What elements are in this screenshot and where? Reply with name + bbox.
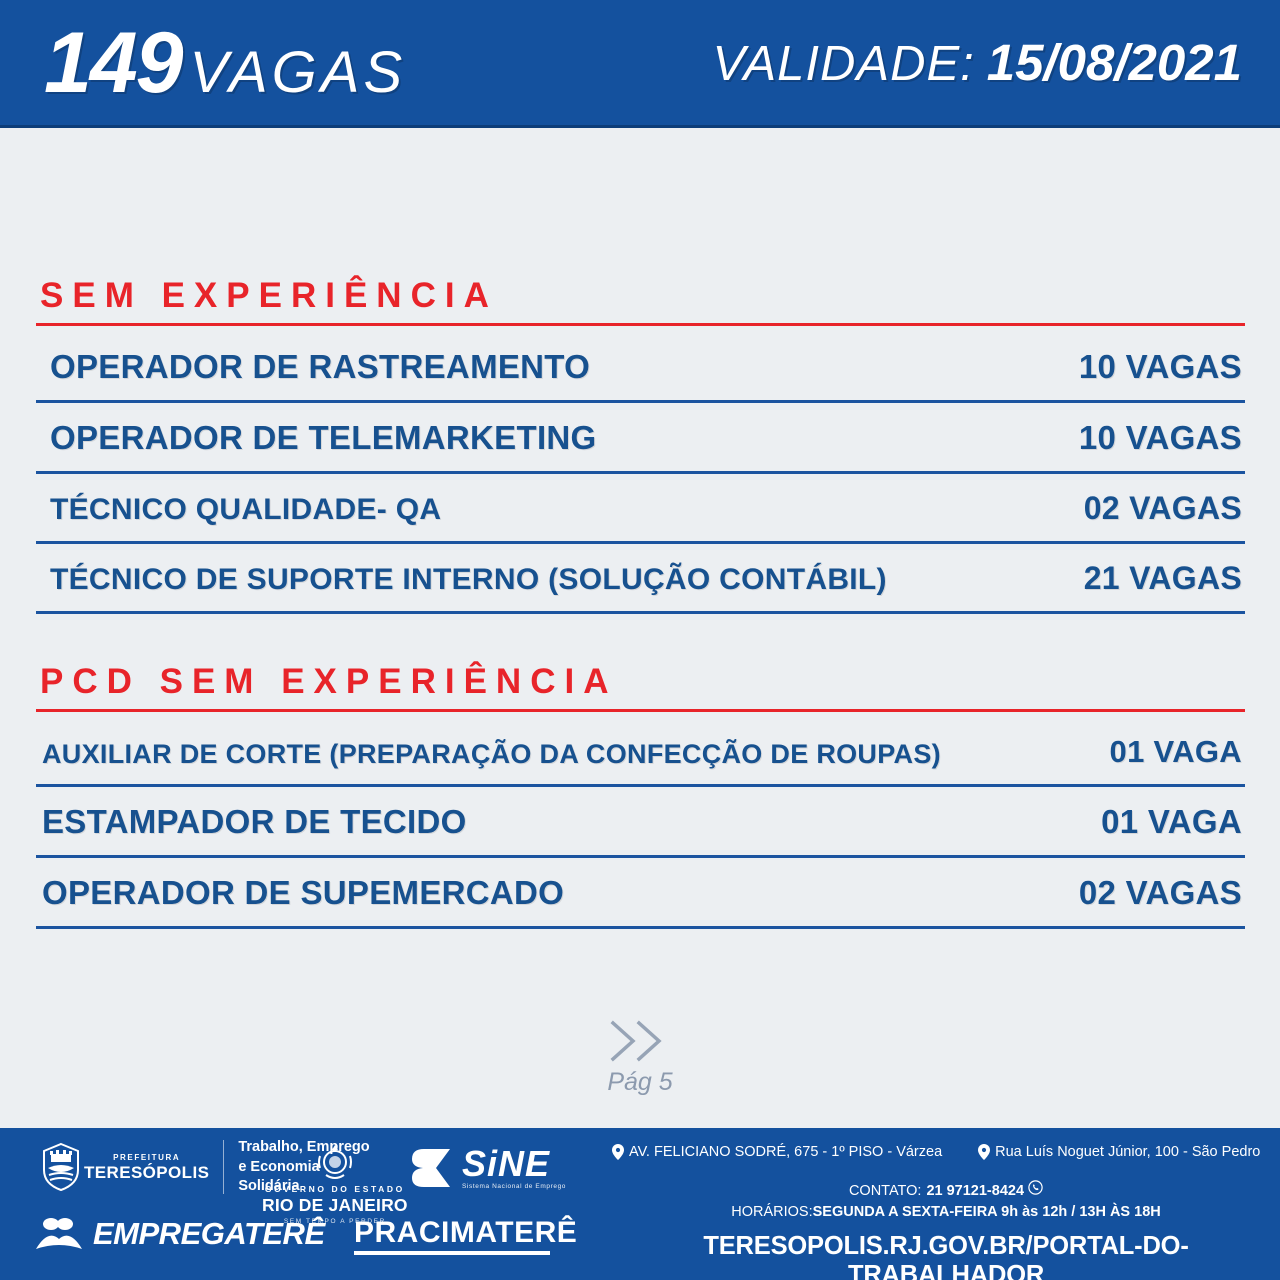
job-title: ESTAMPADOR DE TECIDO — [42, 803, 467, 840]
job-vacancies: 01 VAGA — [1109, 734, 1242, 769]
brasao-rio-de-janeiro-icon — [316, 1142, 354, 1182]
job-title: TÉCNICO DE SUPORTE INTERNO (SOLUÇÃO CONT… — [50, 563, 887, 596]
whatsapp-icon — [1028, 1180, 1043, 1195]
job-title: OPERADOR DE RASTREAMENTO — [50, 348, 591, 385]
table-row: OPERADOR DE TELEMARKETING 10 VAGAS — [36, 419, 1244, 457]
location-pin-icon — [978, 1144, 991, 1160]
header-validity: VALIDADE: 15/08/2021 — [712, 33, 1242, 92]
hours-line: HORÁRIOS:SEGUNDA A SEXTA-FEIRA 9h às 12h… — [612, 1204, 1280, 1220]
job-title: OPERADOR DE TELEMARKETING — [50, 419, 597, 456]
contact-label: CONTATO: — [848, 1183, 922, 1199]
address-text: AV. FELICIANO SODRÉ, 675 - 1º PISO - Vár… — [629, 1144, 943, 1160]
job-title: AUXILIAR DE CORTE (PREPARAÇÃO DA CONFECÇ… — [42, 739, 941, 769]
pracimatere-label: PRACIMATERÊ — [354, 1216, 578, 1249]
page-label: Pág 5 — [607, 1068, 673, 1096]
sine-name-label: SiNE — [462, 1143, 551, 1184]
sine-mark-icon — [410, 1146, 456, 1190]
hours-label: HORÁRIOS: — [731, 1204, 813, 1220]
job-vacancies: 21 VAGAS — [1083, 560, 1242, 596]
job-title: OPERADOR DE SUPEMERCADO — [42, 874, 565, 911]
prefeitura-label: PREFEITURA — [113, 1152, 181, 1162]
section-divider — [36, 323, 1245, 326]
job-title: TÉCNICO QUALIDADE- QA — [50, 493, 442, 526]
empregatere-people-icon — [34, 1217, 84, 1251]
contact-line: CONTATO: 21 97121-8424 — [612, 1180, 1280, 1202]
pracimatere-logo: PRACIMATERÊ — [354, 1216, 577, 1255]
vacancy-count: 149 — [44, 14, 183, 111]
table-row: ESTAMPADOR DE TECIDO 01 VAGA — [36, 803, 1244, 841]
row-divider — [36, 784, 1245, 787]
row-divider — [36, 855, 1245, 858]
row-divider — [36, 541, 1245, 544]
section-divider — [36, 709, 1245, 712]
contact-number: 21 97121-8424 — [926, 1183, 1025, 1199]
table-row: OPERADOR DE SUPEMERCADO 02 VAGAS — [36, 874, 1244, 912]
location-pin-icon — [612, 1144, 624, 1160]
job-vacancies: 02 VAGAS — [1078, 874, 1242, 911]
table-row: OPERADOR DE RASTREAMENTO 10 VAGAS — [36, 348, 1244, 386]
vacancy-listing: SEM EXPERIÊNCIA OPERADOR DE RASTREAMENTO… — [0, 128, 1280, 1128]
page-indicator: Pág 5 — [0, 1018, 1280, 1097]
table-row: TÉCNICO DE SUPORTE INTERNO (SOLUÇÃO CONT… — [36, 560, 1244, 597]
vacancy-count-label: VAGAS — [189, 39, 407, 105]
job-vacancies: 10 VAGAS — [1078, 419, 1242, 456]
section-title: SEM EXPERIÊNCIA — [40, 276, 498, 315]
rj-gov-label: GOVERNO DO ESTADO — [264, 1184, 405, 1194]
empregatere-logo: EMPREGATERÊ — [34, 1216, 594, 1252]
row-divider — [36, 400, 1245, 403]
address-item: Rua Luís Noguet Júnior, 100 - São Pedro — [978, 1144, 1260, 1160]
sine-wordmark: SiNE Sistema Nacional de Emprego — [462, 1146, 566, 1191]
address-text: Rua Luís Noguet Júnior, 100 - São Pedro — [995, 1144, 1261, 1160]
row-divider — [36, 471, 1245, 474]
pracimatere-underline — [354, 1251, 550, 1255]
section-pcd-sem-experiencia: PCD SEM EXPERIÊNCIA AUXILIAR DE CORTE (P… — [36, 662, 1245, 929]
footer-contact-info: AV. FELICIANO SODRÉ, 675 - 1º PISO - Vár… — [612, 1128, 1280, 1280]
page-footer: PREFEITURA TERESÓPOLIS Trabalho, Emprego… — [0, 1128, 1280, 1280]
teresopolis-label: TERESÓPOLIS — [84, 1162, 210, 1182]
empregatere-label: EMPREGATERÊ — [93, 1216, 325, 1251]
sine-subtitle-label: Sistema Nacional de Emprego — [462, 1183, 566, 1190]
double-chevron-right-icon — [605, 1018, 675, 1064]
job-vacancies: 02 VAGAS — [1083, 490, 1242, 526]
section-sem-experiencia: SEM EXPERIÊNCIA OPERADOR DE RASTREAMENTO… — [36, 276, 1245, 614]
table-row: TÉCNICO QUALIDADE- QA 02 VAGAS — [36, 490, 1244, 527]
row-divider — [36, 926, 1245, 929]
table-row: AUXILIAR DE CORTE (PREPARAÇÃO DA CONFECÇ… — [36, 734, 1244, 770]
hours-value: SEGUNDA A SEXTA-FEIRA 9h às 12h / 13H ÀS… — [812, 1204, 1161, 1220]
header-vacancy-total: 149 VAGAS — [44, 20, 406, 106]
section-title: PCD SEM EXPERIÊNCIA — [40, 662, 618, 701]
prefeitura-wordmark: PREFEITURA TERESÓPOLIS — [84, 1152, 210, 1182]
sine-logo: SiNE Sistema Nacional de Emprego — [410, 1146, 566, 1191]
job-vacancies: 01 VAGA — [1101, 803, 1242, 840]
brasao-teresopolis-icon — [38, 1142, 84, 1192]
row-divider — [36, 611, 1245, 614]
rj-name-label: RIO DE JANEIRO — [262, 1195, 408, 1215]
website-url[interactable]: TERESOPOLIS.RJ.GOV.BR/PORTAL-DO-TRABALHA… — [703, 1232, 1189, 1280]
address-list: AV. FELICIANO SODRÉ, 675 - 1º PISO - Vár… — [612, 1144, 1280, 1160]
validity-date: 15/08/2021 — [986, 34, 1242, 91]
governo-rj-logo: GOVERNO DO ESTADO RIO DE JANEIRO SEM TEM… — [262, 1142, 408, 1225]
page-header: 149 VAGAS VALIDADE: 15/08/2021 — [0, 0, 1280, 128]
validity-label: VALIDADE: — [712, 37, 975, 91]
address-item: AV. FELICIANO SODRÉ, 675 - 1º PISO - Vár… — [612, 1144, 942, 1160]
logo-separator — [223, 1140, 225, 1195]
prefeitura-teresopolis-logo: PREFEITURA TERESÓPOLIS — [38, 1142, 209, 1192]
job-vacancies: 10 VAGAS — [1078, 348, 1242, 385]
rj-slogan-label: SEM TEMPO A PERDER — [283, 1218, 386, 1225]
footer-logos: PREFEITURA TERESÓPOLIS Trabalho, Emprego… — [0, 1128, 610, 1280]
